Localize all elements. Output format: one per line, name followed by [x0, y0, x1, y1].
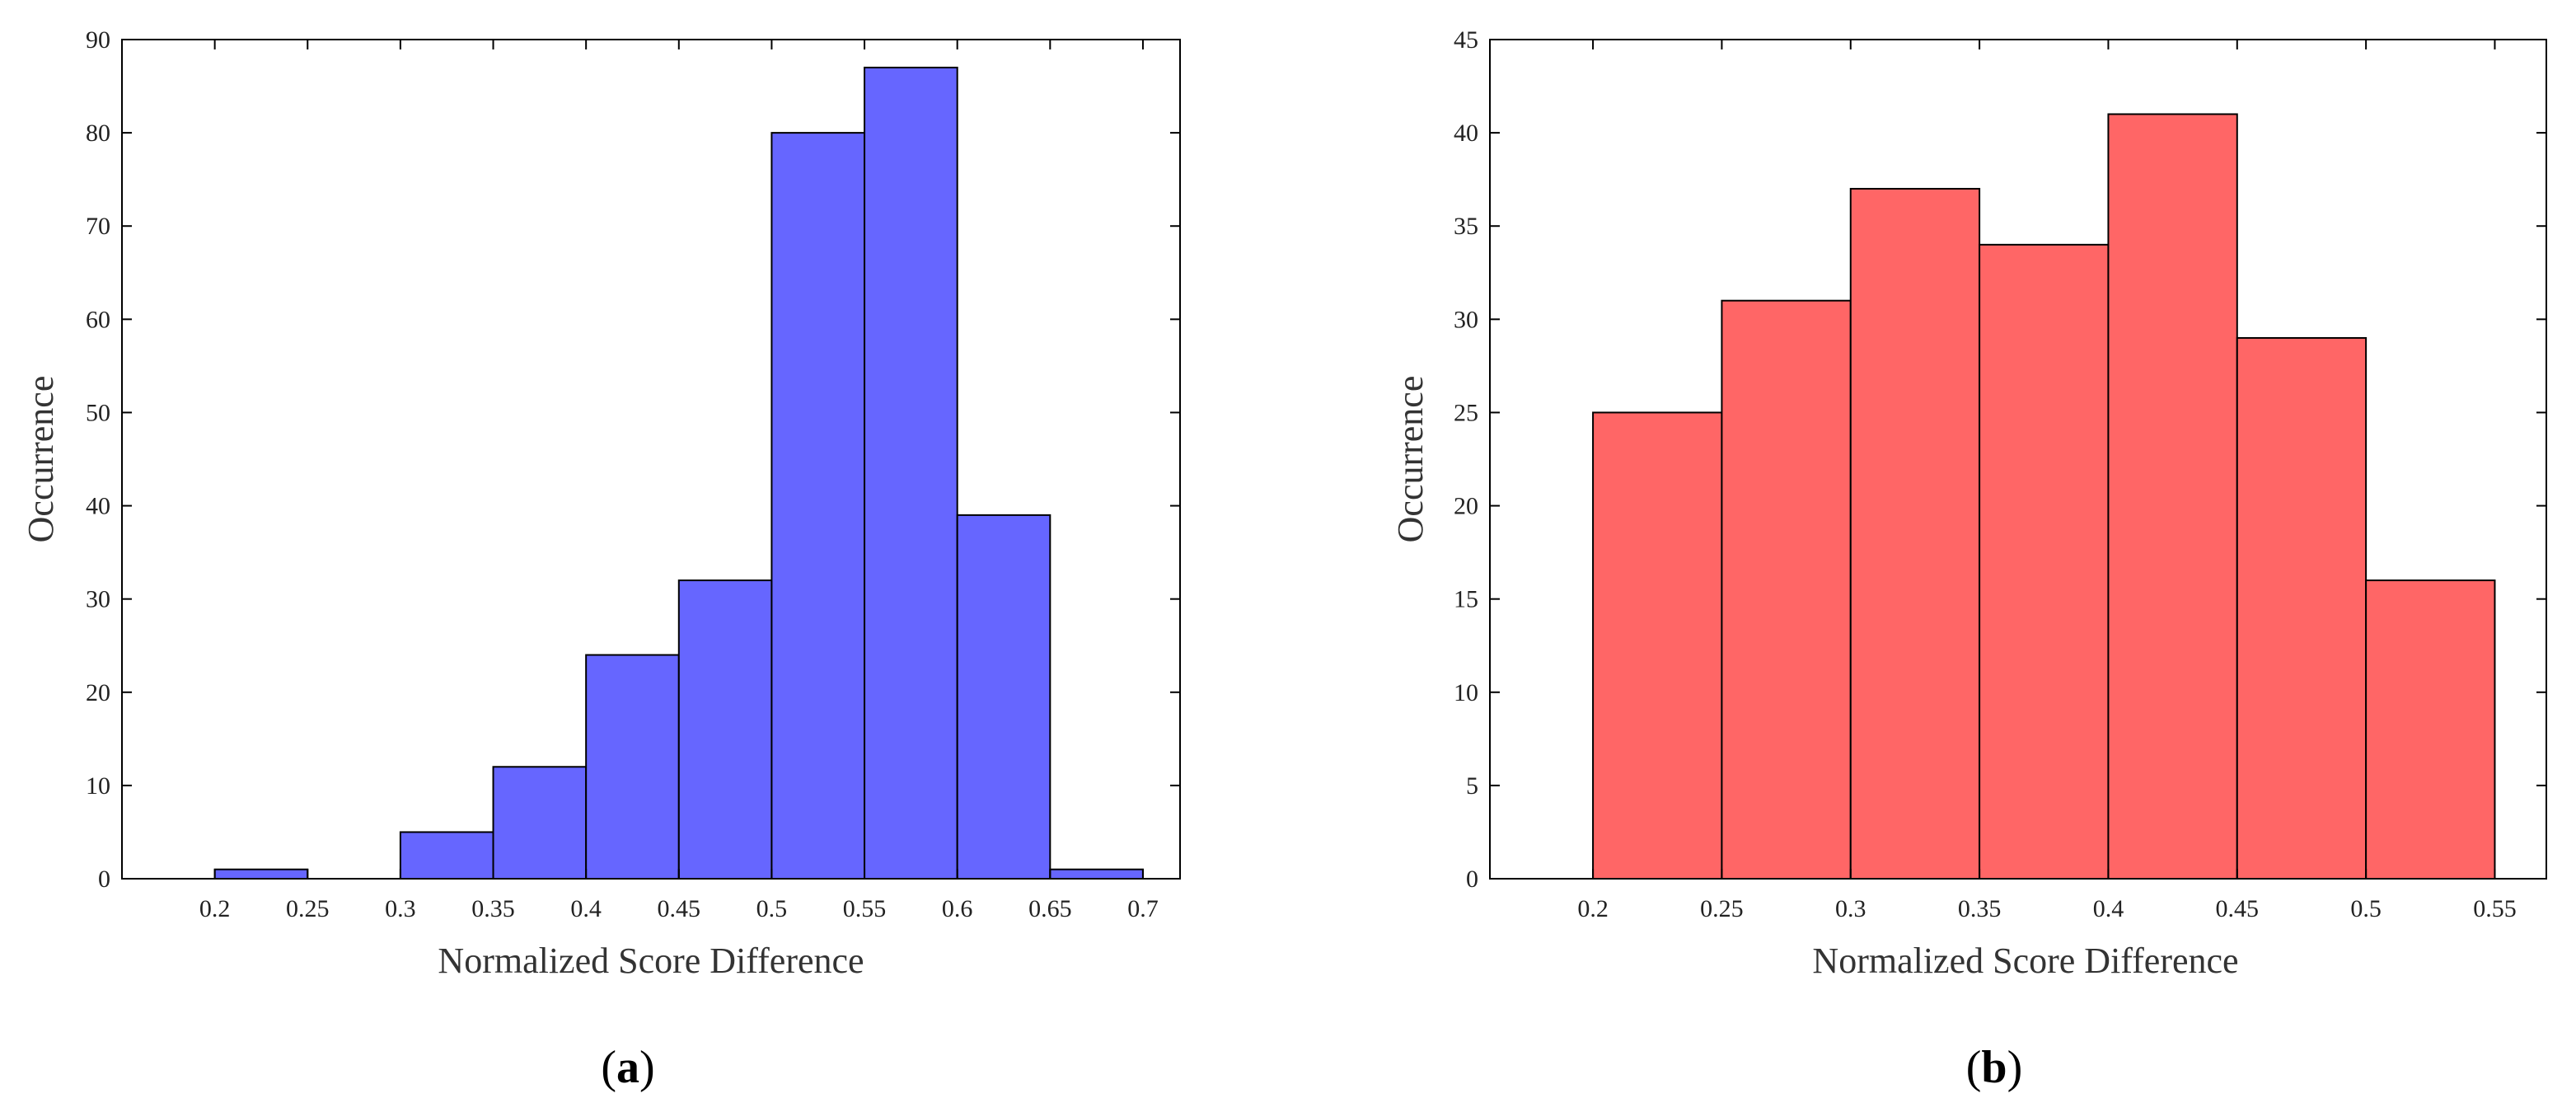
y-tick-label-b-9: 45: [1454, 26, 1478, 54]
y-tick-label-a-8: 80: [86, 120, 110, 147]
x-tick-label-a-8: 0.6: [942, 895, 973, 922]
histogram-bar-b-3: [1979, 243, 2110, 880]
panel-letter-a: a: [616, 1042, 639, 1093]
x-tick-label-a-3: 0.35: [471, 895, 515, 922]
x-axis-label-b: Normalized Score Difference: [1812, 941, 2238, 981]
y-tick-label-b-2: 10: [1454, 679, 1478, 706]
y-tick-label-b-5: 25: [1454, 399, 1478, 426]
histogram-bar-a-6: [770, 132, 866, 880]
y-axis-label-b: Occurrence: [1390, 376, 1431, 543]
x-tick-label-b-6: 0.5: [2350, 895, 2382, 922]
x-ticks-b: 0.2 0.25 0.3 0.35 0.4 0.45 0.5 0.55: [1577, 40, 2517, 922]
y-ticks-b: 0 5 10 15 20 25 30 35 40 45: [1454, 26, 2546, 893]
x-tick-label-a-7: 0.55: [843, 895, 887, 922]
y-tick-label-b-8: 40: [1454, 120, 1478, 147]
x-tick-label-b-1: 0.25: [1700, 895, 1744, 922]
y-tick-label-b-6: 30: [1454, 306, 1478, 333]
panel-label-a: (a): [601, 1042, 654, 1093]
histogram-bar-a-5: [677, 579, 773, 880]
y-tick-label-a-6: 60: [86, 306, 110, 333]
x-tick-label-a-10: 0.7: [1127, 895, 1159, 922]
y-tick-label-a-0: 0: [98, 866, 110, 893]
x-axis-label-a: Normalized Score Difference: [438, 941, 864, 981]
bars-a: [213, 66, 1144, 880]
panel-letter-b: b: [1981, 1042, 2007, 1093]
x-ticks-a: 0.2 0.25 0.3 0.35 0.4 0.45 0.5 0.55 0.6 0.65 0.7: [199, 40, 1159, 922]
y-axis-label-a: Occurrence: [21, 376, 61, 543]
x-tick-label-b-0: 0.2: [1577, 895, 1609, 922]
y-tick-label-a-2: 20: [86, 679, 110, 706]
y-tick-label-b-1: 5: [1466, 772, 1478, 800]
x-tick-label-a-9: 0.65: [1028, 895, 1072, 922]
histogram-panel-b: 0.2 0.25 0.3 0.35 0.4 0.45 0.5 0.55 0 5 10 15 20 25 3…: [1390, 26, 2547, 1093]
histogram-bar-a-0: [213, 868, 309, 880]
histogram-bar-b-4: [2107, 113, 2238, 880]
histogram-bar-a-3: [492, 766, 588, 880]
histogram-bar-b-1: [1721, 299, 1852, 880]
histogram-bar-a-8: [956, 514, 1051, 880]
panel-label-b: (b): [1966, 1042, 2022, 1093]
x-tick-label-a-5: 0.45: [658, 895, 701, 922]
histogram-bar-a-2: [399, 831, 494, 880]
histogram-bar-a-4: [585, 654, 680, 880]
y-tick-label-b-7: 35: [1454, 213, 1478, 240]
histogram-bar-b-5: [2236, 336, 2368, 880]
x-tick-label-b-5: 0.45: [2216, 895, 2260, 922]
x-tick-label-a-2: 0.3: [385, 895, 416, 922]
histogram-bar-b-0: [1592, 411, 1723, 880]
histogram-bar-b-6: [2365, 579, 2496, 880]
y-tick-label-a-9: 90: [86, 26, 110, 54]
y-ticks-a: 0 10 20 30 40 50 60 70 80 90: [86, 26, 1180, 893]
x-tick-label-a-6: 0.5: [756, 895, 788, 922]
y-tick-label-a-3: 30: [86, 586, 110, 613]
x-tick-label-b-4: 0.4: [2093, 895, 2124, 922]
x-tick-label-a-4: 0.4: [570, 895, 602, 922]
y-tick-label-a-7: 70: [86, 213, 110, 240]
x-tick-label-b-3: 0.35: [1958, 895, 2002, 922]
x-tick-label-b-2: 0.3: [1835, 895, 1866, 922]
y-tick-label-b-4: 20: [1454, 493, 1478, 520]
histogram-bar-a-7: [864, 66, 958, 880]
y-tick-label-a-1: 10: [86, 772, 110, 800]
y-tick-label-b-0: 0: [1466, 866, 1478, 893]
y-tick-label-a-4: 40: [86, 493, 110, 520]
x-tick-label-b-7: 0.55: [2473, 895, 2517, 922]
y-tick-label-b-3: 15: [1454, 586, 1478, 613]
histogram-panel-a: 0.2 0.25 0.3 0.35 0.4 0.45 0.5 0.55 0.6 0.65 0.7 0…: [21, 26, 1181, 1093]
histogram-bar-a-9: [1049, 868, 1144, 880]
x-tick-label-a-1: 0.25: [286, 895, 330, 922]
x-tick-label-a-0: 0.2: [199, 895, 231, 922]
histogram-bar-b-2: [1849, 187, 1981, 880]
bars-b: [1592, 113, 2496, 880]
y-tick-label-a-5: 50: [86, 399, 110, 426]
